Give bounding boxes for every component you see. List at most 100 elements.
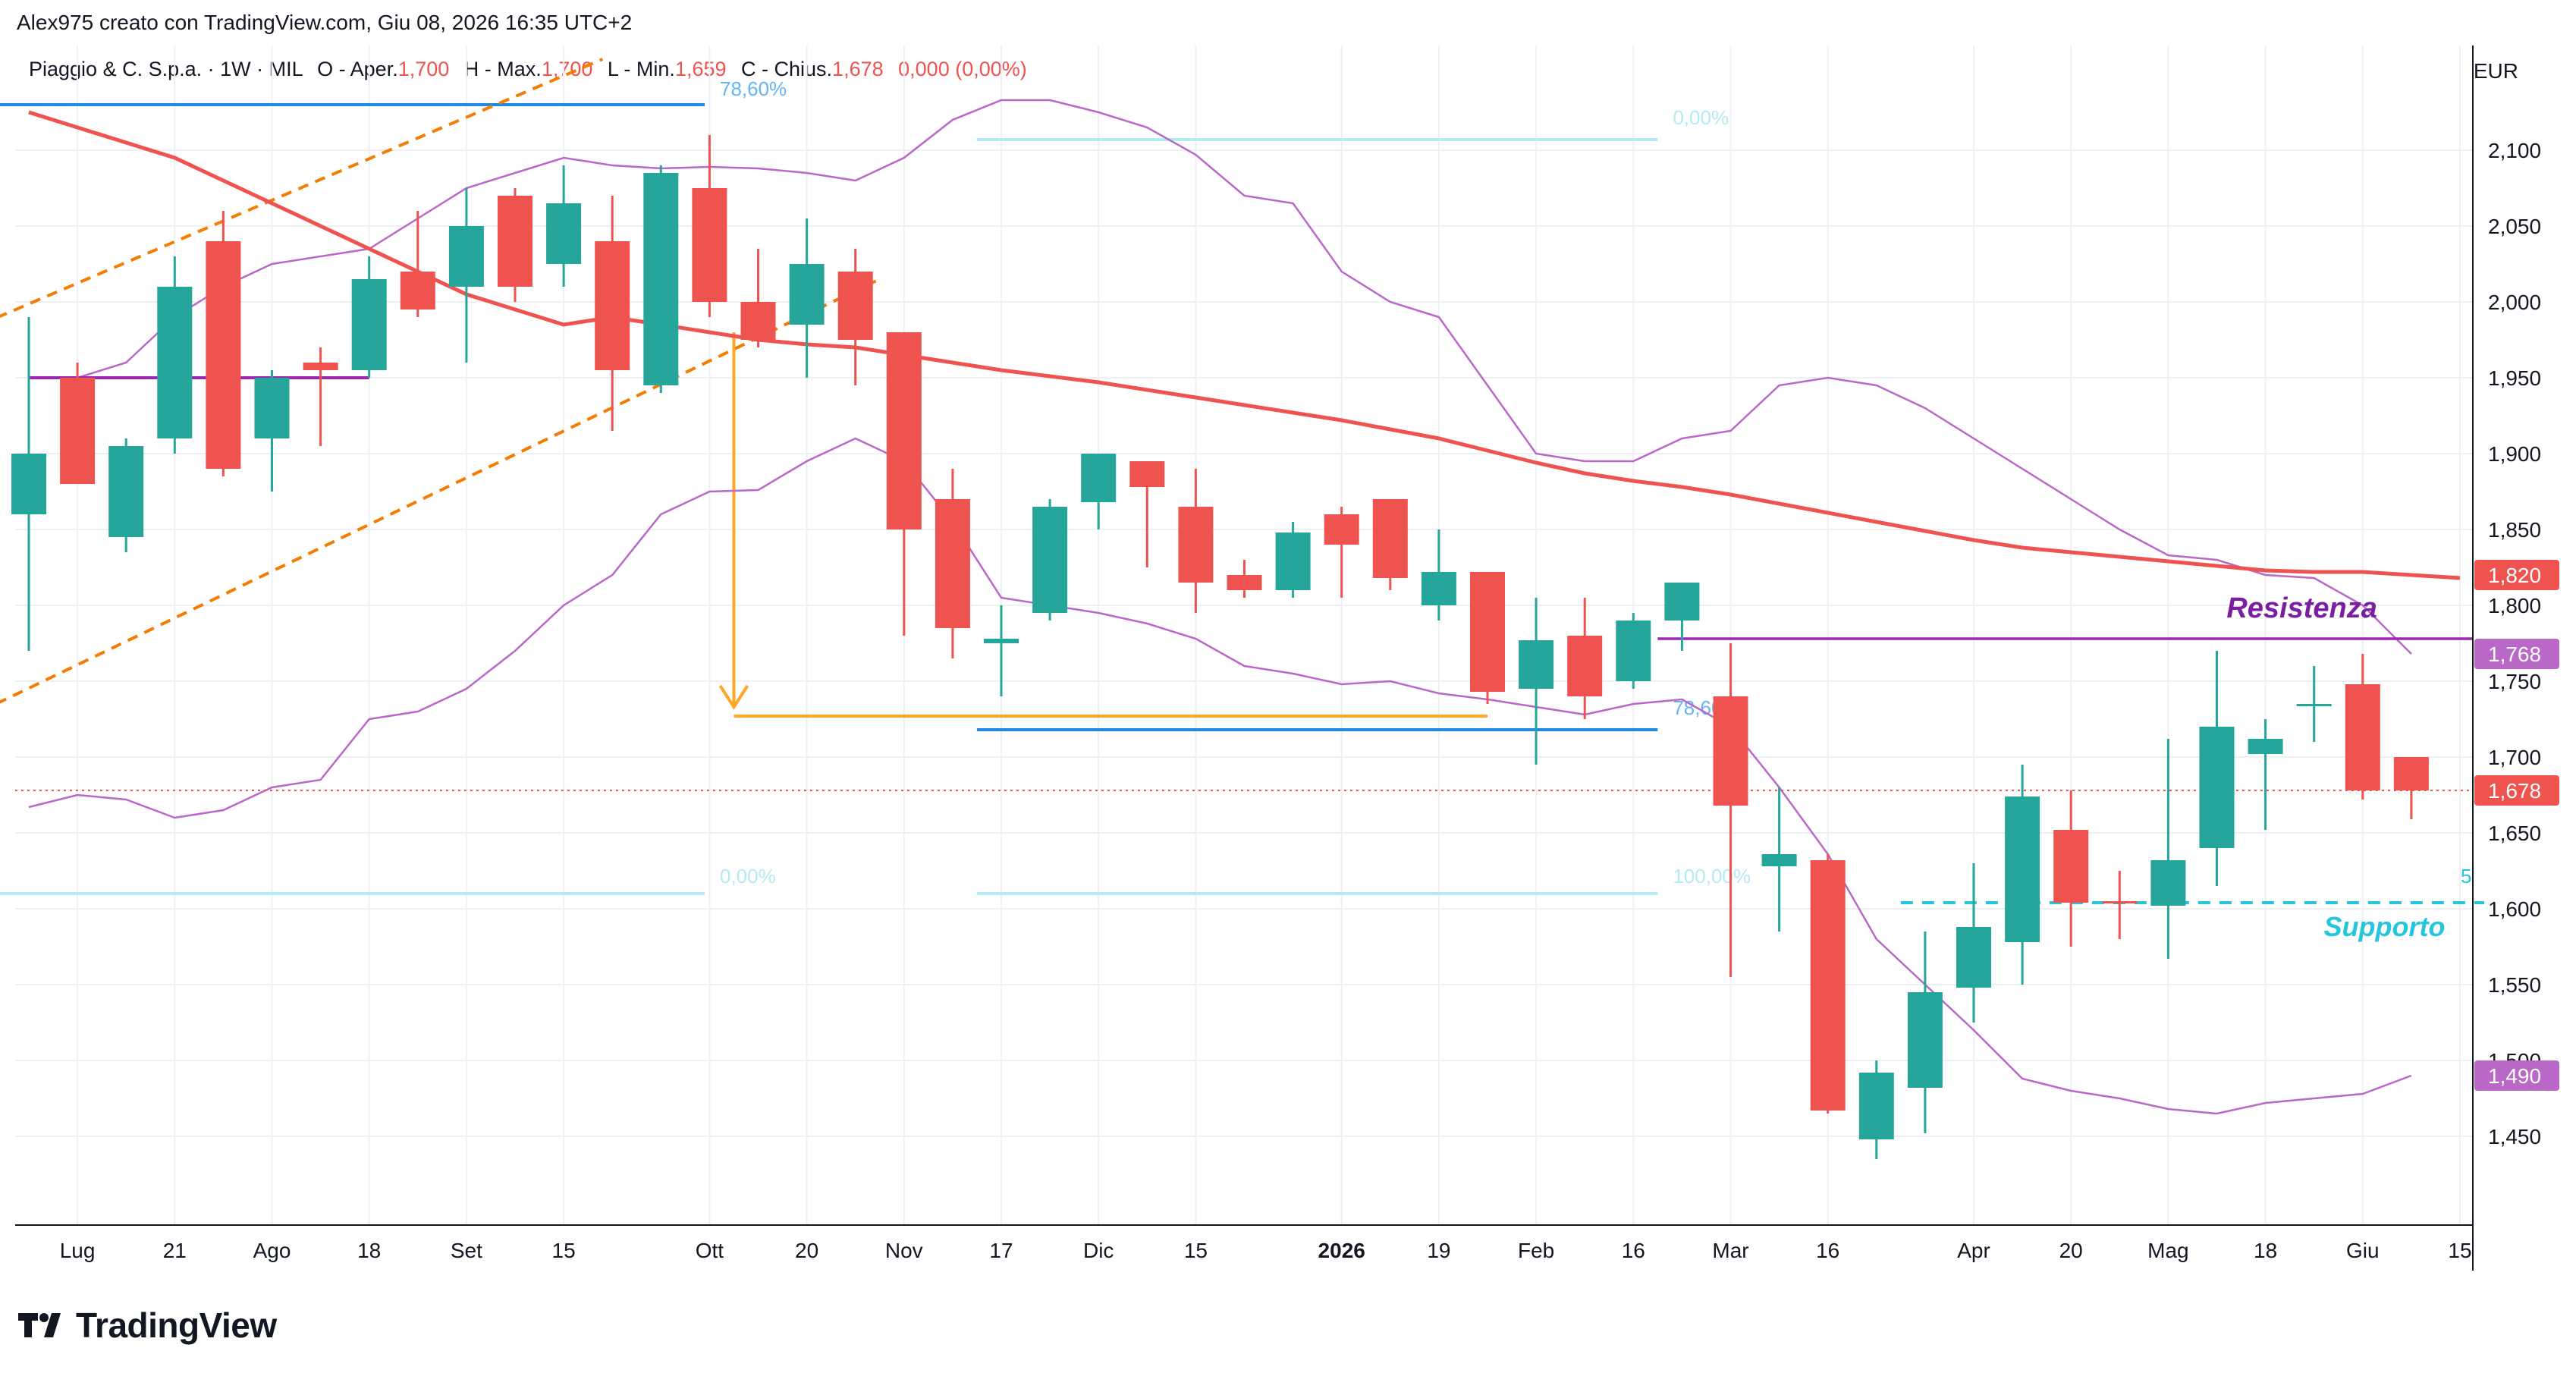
projection-arrowhead xyxy=(718,684,749,710)
candle-body xyxy=(108,446,144,537)
chart-credit: Alex975 creato con TradingView.com, Giu … xyxy=(17,11,633,34)
price-tag-text: 1,490 xyxy=(2488,1064,2541,1088)
candle xyxy=(1129,461,1165,567)
candle xyxy=(837,249,873,385)
x-tick-label: Nov xyxy=(885,1239,923,1262)
x-tick-label: 15 xyxy=(1184,1239,1208,1262)
fib-right-top-label: 0,00% xyxy=(1673,106,1729,129)
x-tick-label: 19 xyxy=(1427,1239,1450,1262)
candle-body xyxy=(935,499,970,628)
candle-body xyxy=(1129,461,1165,487)
close-value: 1,678 xyxy=(832,58,884,80)
candle-body xyxy=(303,363,338,370)
candle xyxy=(546,165,582,287)
candle-body xyxy=(789,264,825,325)
x-tick-label: 20 xyxy=(795,1239,818,1262)
x-tick-label: Feb xyxy=(1518,1239,1554,1262)
candle-body xyxy=(1227,575,1262,590)
open-label: O - Aper. xyxy=(317,58,398,80)
candle-body xyxy=(692,188,727,302)
currency-label[interactable]: EUR xyxy=(2473,59,2518,83)
tradingview-logo[interactable]: TradingView xyxy=(18,1305,277,1346)
x-tick-label: 15 xyxy=(2448,1239,2471,1262)
candle xyxy=(2199,651,2235,886)
change-value: 0,000 (0,00%) xyxy=(898,58,1027,80)
candle xyxy=(2053,790,2089,947)
price-tag: 1,678 xyxy=(2474,775,2559,806)
candle-body xyxy=(2248,739,2283,754)
candlesticks xyxy=(11,135,2429,1159)
candle-body xyxy=(837,272,873,340)
high-label: H - Max. xyxy=(463,58,542,80)
price-chart[interactable]: 78,60%0,00%0,00%78,60%100,00% Resistenza… xyxy=(0,0,2576,1290)
price-tag: 1,490 xyxy=(2474,1060,2559,1091)
close-label: C - Chius. xyxy=(741,58,833,80)
candle xyxy=(2150,739,2186,959)
candle xyxy=(1081,454,1117,529)
candle xyxy=(1178,469,1214,613)
candle-body xyxy=(2150,860,2186,906)
candle-body xyxy=(1421,572,1456,605)
candle xyxy=(1372,499,1408,590)
candle xyxy=(1956,863,1991,1023)
candle-body xyxy=(595,241,630,370)
candle xyxy=(400,211,435,317)
candle xyxy=(1227,560,1262,598)
price-tag: 1,768 xyxy=(2474,639,2559,669)
candle-body xyxy=(1616,621,1651,681)
candle-body xyxy=(2199,727,2235,848)
candle-body xyxy=(1713,696,1748,806)
x-tick-label: Set xyxy=(451,1239,482,1262)
x-tick-label: Lug xyxy=(60,1239,96,1262)
candle-body xyxy=(351,279,387,370)
candle-body xyxy=(2345,684,2380,790)
y-tick-label: 1,550 xyxy=(2488,973,2541,997)
fib-left-top-label: 78,60% xyxy=(720,77,787,100)
x-tick-label: 18 xyxy=(2254,1239,2277,1262)
candle-body xyxy=(1275,533,1311,590)
candle-body xyxy=(1810,860,1846,1111)
candle-body xyxy=(643,173,679,385)
x-tick-label: 16 xyxy=(1622,1239,1645,1262)
candle-body xyxy=(1519,640,1554,689)
price-tag-bg xyxy=(2474,639,2559,669)
y-tick-label: 1,800 xyxy=(2488,594,2541,617)
candle xyxy=(1275,522,1311,598)
x-tick-label: 21 xyxy=(163,1239,187,1262)
symbol-legend: Piaggio & C. S.p.a. · 1W · MIL O - Aper.… xyxy=(29,58,1027,81)
candle xyxy=(2345,654,2380,800)
x-tick-label: Ago xyxy=(253,1239,291,1262)
candle xyxy=(643,165,679,393)
y-tick-label: 1,650 xyxy=(2488,822,2541,845)
candle xyxy=(935,469,970,658)
candle-body xyxy=(60,378,96,484)
y-tick-label: 1,750 xyxy=(2488,670,2541,693)
axes: 2,100 2,050 2,000 1,950 1,900 1,850 1,800 1,750… xyxy=(15,46,2541,1271)
candle xyxy=(303,347,338,446)
x-tick-label: Giu xyxy=(2346,1239,2380,1262)
candle-body xyxy=(448,226,484,287)
x-tick-label: 2026 xyxy=(1318,1239,1365,1262)
candle-body xyxy=(1372,499,1408,578)
y-tick-label: 2,100 xyxy=(2488,139,2541,162)
channel-upper xyxy=(0,58,604,319)
price-labels: 1,820 1,768 1,678 1,490 xyxy=(2474,560,2559,1091)
y-tick-label: 1,450 xyxy=(2488,1125,2541,1148)
candle xyxy=(254,370,290,492)
candle xyxy=(1519,598,1554,765)
candle xyxy=(886,332,922,636)
candle-body xyxy=(984,639,1019,643)
price-tag-text: 1,820 xyxy=(2488,564,2541,587)
candle xyxy=(2005,765,2040,985)
bollinger-bands xyxy=(28,99,2412,1115)
candle xyxy=(157,256,193,454)
symbol-name[interactable]: Piaggio & C. S.p.a. · 1W · MIL xyxy=(29,58,303,80)
candle-body xyxy=(254,378,290,438)
candle-body xyxy=(886,332,922,529)
candle-body xyxy=(546,203,582,264)
candle xyxy=(1032,499,1068,621)
candle-body xyxy=(1324,514,1359,545)
x-tick-label: 18 xyxy=(357,1239,381,1262)
x-tick-label: 16 xyxy=(1816,1239,1839,1262)
price-tag-bg xyxy=(2474,775,2559,806)
